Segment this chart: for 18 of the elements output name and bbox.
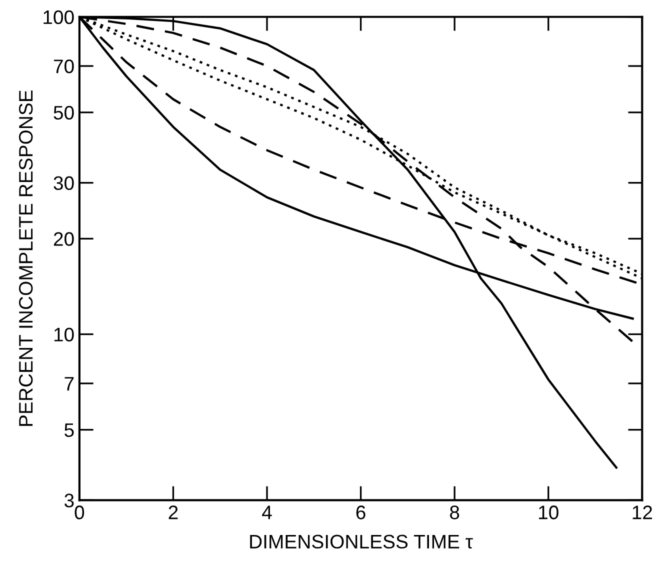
x-tick-label: 10 — [539, 506, 558, 520]
x-tick-label: 4 — [262, 506, 272, 520]
y-tick-label: 70 — [54, 59, 74, 74]
x-axis-title: DIMENSIONLESS TIME τ — [250, 534, 473, 549]
x-tick-label: 2 — [168, 506, 178, 520]
x-tick-label: 0 — [74, 506, 84, 520]
y-tick-label: 100 — [44, 10, 74, 24]
y-tick-label: 50 — [54, 106, 74, 120]
y-tick-label: 3 — [64, 494, 74, 508]
x-tick-label: 12 — [632, 506, 652, 520]
x-tick-label: 6 — [356, 506, 366, 520]
x-tick-label: 8 — [450, 506, 460, 520]
y-axis-title: PERCENT INCOMPLETE RESPONSE — [18, 90, 33, 426]
y-tick-label: 30 — [54, 176, 74, 190]
y-tick-label: 7 — [64, 377, 74, 390]
y-tick-label: 5 — [64, 423, 74, 438]
y-tick-label: 10 — [54, 328, 74, 342]
y-tick-label: 20 — [54, 232, 74, 246]
